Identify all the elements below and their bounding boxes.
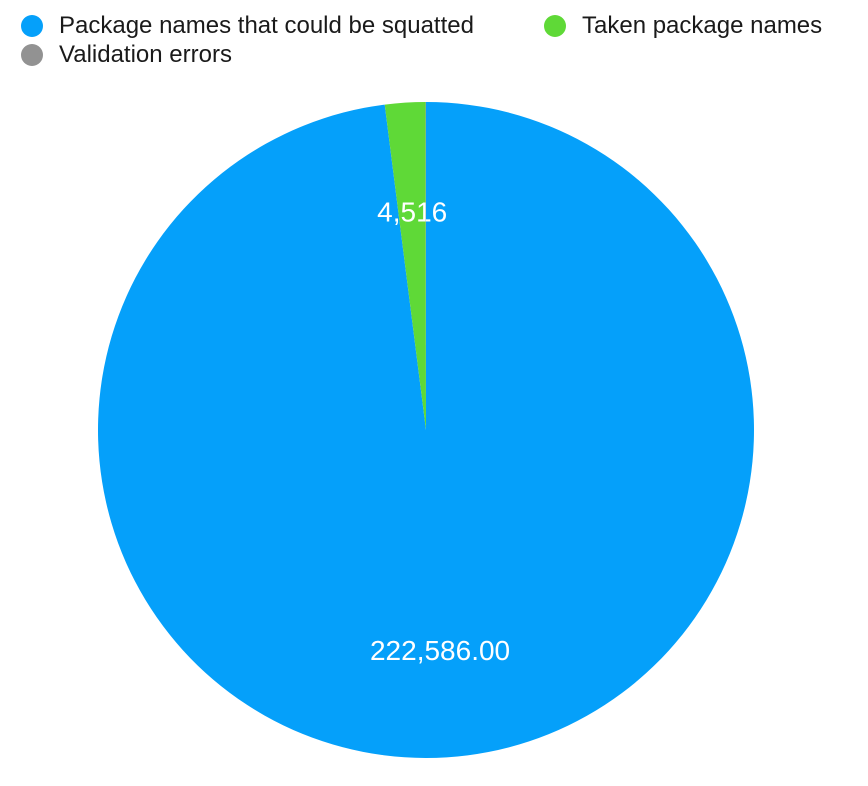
pie-label-taken: 4,516 [377,196,447,227]
legend-label-validation-errors: Validation errors [59,41,232,68]
legend-swatch-validation-errors [21,44,43,66]
chart-legend: Package names that could be squatted Tak… [0,0,868,80]
legend-swatch-squattable [21,15,43,37]
pie-slice-taken [384,102,426,431]
pie-label-squattable: 222,586.00 [370,635,510,666]
legend-item-squattable: Package names that could be squatted [21,12,474,40]
legend-label-squattable: Package names that could be squatted [59,12,474,39]
legend-label-taken: Taken package names [582,12,823,39]
pie-slice-squattable [97,102,754,759]
legend-item-validation-errors: Validation errors [21,41,232,69]
legend-item-taken: Taken package names [544,12,822,40]
legend-swatch-taken [544,15,566,37]
